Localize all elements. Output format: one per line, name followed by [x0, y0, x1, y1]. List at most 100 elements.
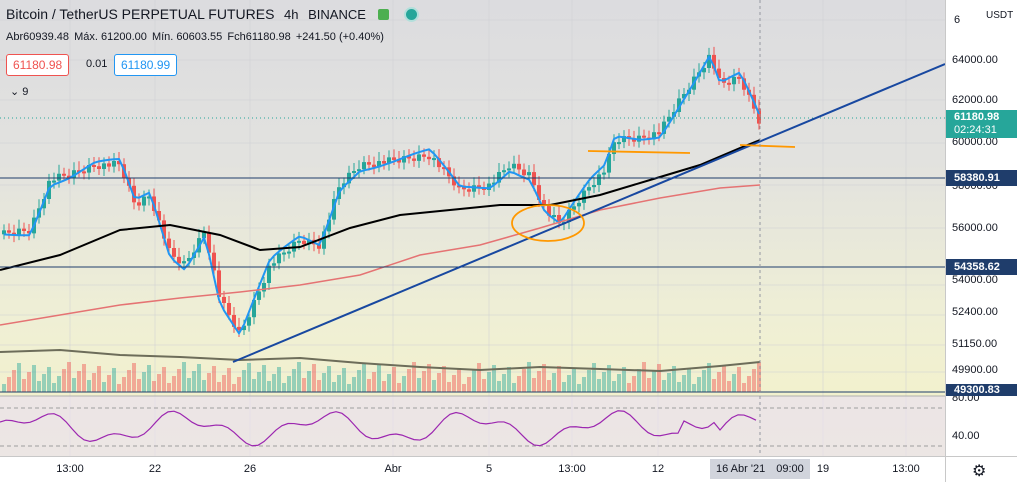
- volume-bar: [712, 379, 716, 392]
- candle-body: [282, 252, 286, 255]
- candle-body: [667, 116, 671, 122]
- candle-body: [327, 219, 331, 232]
- volume-bar: [522, 369, 526, 392]
- candle-body: [582, 190, 586, 203]
- candle-body: [602, 172, 606, 175]
- volume-bar: [707, 363, 711, 392]
- volume-bar: [132, 363, 136, 392]
- currency-label[interactable]: USDT: [986, 10, 1014, 21]
- price-chart[interactable]: [0, 0, 945, 456]
- time-label: 13:00: [892, 463, 920, 475]
- time-axis[interactable]: 13:00 22 26 Abr 5 13:00 12 19 13:00 16 A…: [0, 456, 945, 482]
- symbol-name[interactable]: Bitcoin / TetherUS PERPETUAL FUTURES: [6, 6, 275, 22]
- volume-bar: [117, 384, 121, 392]
- buy-button[interactable]: 61180.99: [114, 54, 178, 76]
- volume-bar: [192, 371, 196, 392]
- annotation-line: [587, 150, 691, 154]
- volume-bar: [587, 370, 591, 392]
- candle-body: [202, 232, 206, 239]
- volume-bar: [462, 384, 466, 392]
- candle-body: [487, 183, 491, 190]
- candle-body: [552, 215, 556, 217]
- volume-bar: [392, 367, 396, 392]
- candle-body: [402, 156, 406, 163]
- volume-bar: [147, 365, 151, 392]
- candle-body: [422, 154, 426, 157]
- volume-bar: [577, 384, 581, 392]
- candle-body: [517, 163, 521, 170]
- candle-body: [432, 158, 436, 161]
- candle-body: [177, 256, 181, 264]
- volume-bar: [722, 365, 726, 392]
- volume-bar: [667, 373, 671, 392]
- indicators-toggle[interactable]: ⌄ 9: [10, 86, 29, 98]
- volume-bar: [607, 365, 611, 392]
- rsi-panel: [0, 396, 945, 456]
- volume-bar: [252, 379, 256, 392]
- volume-bar: [242, 370, 246, 392]
- candle-body: [247, 317, 251, 326]
- exchange: BINANCE: [308, 7, 366, 22]
- eye-icon[interactable]: [406, 9, 418, 20]
- candle-body: [12, 232, 16, 236]
- candle-body: [217, 270, 221, 297]
- candle-body: [207, 232, 211, 253]
- chart-legend: Bitcoin / TetherUS PERPETUAL FUTURES 4h …: [6, 6, 418, 22]
- candle-body: [162, 220, 166, 239]
- candle-body: [392, 157, 396, 160]
- volume-bar: [527, 362, 531, 392]
- level-tag-upper[interactable]: 58380.91: [946, 170, 1017, 186]
- volume-bar: [727, 381, 731, 392]
- time-label: 22: [148, 463, 162, 475]
- price-label: 51150.00: [952, 338, 998, 350]
- candle-body: [657, 132, 661, 135]
- level-tag-bottom[interactable]: 49300.83: [946, 384, 1017, 396]
- candle-body: [267, 265, 271, 283]
- volume-bar: [102, 382, 106, 392]
- candle-body: [182, 261, 186, 264]
- volume-bar: [112, 368, 116, 392]
- volume-bar: [747, 376, 751, 392]
- price-label: 6: [954, 14, 961, 26]
- candle-body: [317, 244, 321, 249]
- volume-bar: [472, 370, 476, 392]
- candle-body: [622, 136, 626, 143]
- candle-body: [107, 163, 111, 167]
- sell-button[interactable]: 61180.98: [6, 54, 70, 76]
- level-tag-lower[interactable]: 54358.62: [946, 259, 1017, 275]
- candle-body: [732, 76, 736, 85]
- volume-bar: [512, 383, 516, 392]
- volume-bar: [737, 367, 741, 392]
- candle-body: [417, 154, 421, 161]
- volume-bar: [597, 379, 601, 392]
- volume-bar: [267, 381, 271, 392]
- volume-bar: [152, 381, 156, 392]
- volume-bar: [177, 369, 181, 392]
- candle-body: [427, 156, 431, 160]
- volume-bar: [217, 382, 221, 392]
- price-scale[interactable]: USDT 6 64000.00 62000.00 60000.00 58000.…: [945, 0, 1017, 456]
- interval[interactable]: 4h: [284, 7, 299, 22]
- chart-area[interactable]: Bitcoin / TetherUS PERPETUAL FUTURES 4h …: [0, 0, 945, 456]
- candle-body: [472, 185, 476, 192]
- price-label: 54000.00: [952, 274, 998, 286]
- candle-body: [727, 82, 731, 85]
- volume-bar: [457, 368, 461, 392]
- annotation-line: [739, 144, 796, 148]
- candle-body: [252, 299, 256, 318]
- volume-bar: [87, 380, 91, 392]
- volume-bar: [167, 383, 171, 392]
- volume-bar: [172, 376, 176, 392]
- volume-bar: [357, 370, 361, 392]
- volume-bar: [492, 365, 496, 392]
- volume-bar: [477, 363, 481, 392]
- gear-icon[interactable]: ⚙: [972, 463, 987, 480]
- candle-body: [397, 159, 401, 163]
- volume-bar: [292, 369, 296, 392]
- volume-bar: [162, 367, 166, 392]
- spread-value: 0.01: [86, 58, 108, 70]
- volume-ma-line: [0, 348, 761, 373]
- volume-bar: [757, 362, 761, 392]
- volume-bar: [202, 380, 206, 392]
- candle-body: [232, 314, 236, 327]
